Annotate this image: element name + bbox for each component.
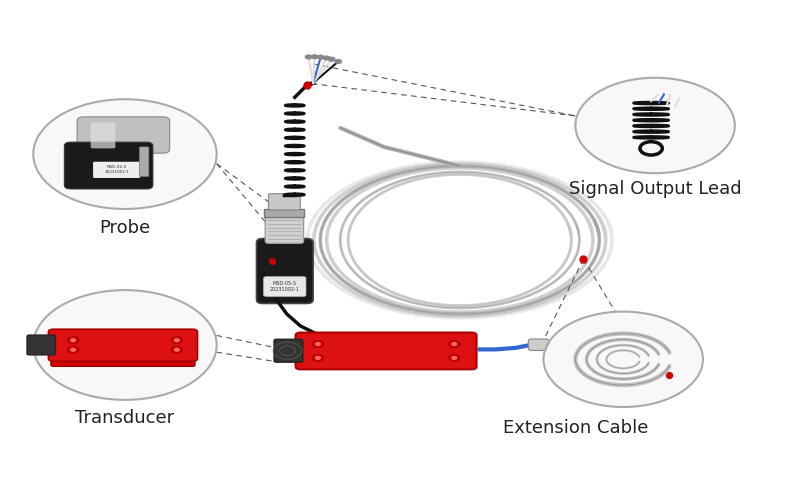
FancyBboxPatch shape [139, 147, 149, 177]
Circle shape [312, 341, 323, 348]
Circle shape [335, 60, 342, 63]
Point [266, 258, 279, 265]
FancyBboxPatch shape [257, 239, 313, 303]
Text: MSD-05-S
20231002-1: MSD-05-S 20231002-1 [270, 281, 299, 292]
Text: MSD-05-S
20231002-1: MSD-05-S 20231002-1 [105, 166, 130, 174]
Circle shape [174, 348, 179, 351]
Circle shape [452, 343, 457, 346]
Circle shape [318, 55, 324, 59]
FancyBboxPatch shape [49, 329, 198, 361]
Circle shape [311, 55, 318, 59]
Circle shape [36, 101, 214, 207]
FancyBboxPatch shape [27, 335, 55, 355]
Point [663, 371, 676, 378]
FancyBboxPatch shape [93, 162, 140, 178]
Text: Signal Output Lead: Signal Output Lead [569, 180, 742, 198]
Circle shape [312, 355, 323, 361]
Circle shape [315, 343, 320, 346]
Circle shape [67, 337, 78, 344]
Text: Extension Cable: Extension Cable [502, 419, 648, 437]
FancyBboxPatch shape [64, 142, 153, 189]
FancyBboxPatch shape [266, 213, 303, 243]
Circle shape [36, 291, 214, 398]
Circle shape [174, 339, 179, 342]
Circle shape [329, 57, 335, 61]
FancyBboxPatch shape [295, 333, 477, 369]
Circle shape [171, 347, 182, 353]
Circle shape [323, 56, 330, 60]
Circle shape [452, 357, 457, 360]
FancyBboxPatch shape [77, 117, 170, 153]
Circle shape [449, 355, 460, 361]
Circle shape [67, 347, 78, 353]
Circle shape [449, 341, 460, 348]
FancyBboxPatch shape [528, 339, 549, 350]
Circle shape [171, 337, 182, 344]
Circle shape [70, 339, 75, 342]
Circle shape [315, 357, 320, 360]
Circle shape [578, 79, 733, 172]
Circle shape [306, 55, 312, 59]
Text: Probe: Probe [99, 218, 150, 237]
Circle shape [546, 313, 701, 406]
Text: Transducer: Transducer [75, 409, 174, 427]
Circle shape [70, 348, 75, 351]
FancyBboxPatch shape [90, 122, 115, 148]
FancyBboxPatch shape [265, 208, 304, 217]
FancyBboxPatch shape [264, 277, 306, 296]
FancyBboxPatch shape [51, 355, 195, 366]
FancyBboxPatch shape [274, 339, 302, 362]
Point [577, 255, 590, 263]
Point [300, 82, 313, 89]
FancyBboxPatch shape [269, 194, 300, 210]
